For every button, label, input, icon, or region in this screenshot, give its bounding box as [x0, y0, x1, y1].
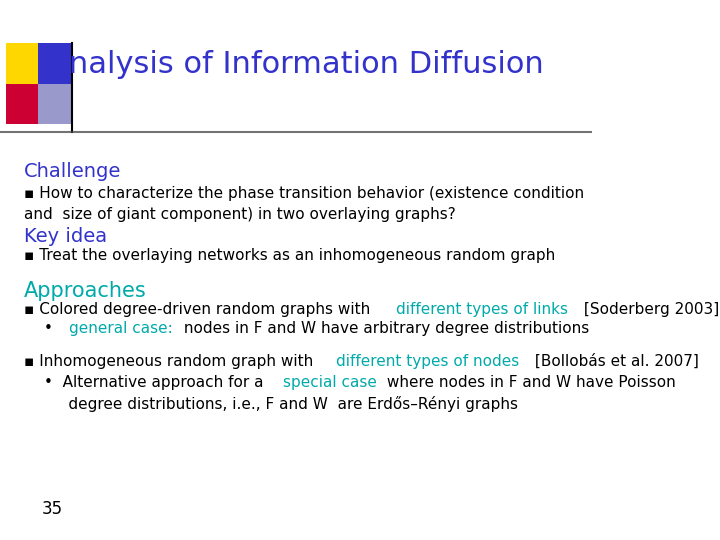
Text: ▪ Inhomogeneous random graph with: ▪ Inhomogeneous random graph with	[24, 354, 318, 369]
Text: ▪ Colored degree-driven random graphs with: ▪ Colored degree-driven random graphs wi…	[24, 302, 375, 318]
Text: general case:: general case:	[69, 321, 173, 336]
Text: where nodes in F and W have Poisson: where nodes in F and W have Poisson	[382, 375, 676, 390]
Text: Challenge: Challenge	[24, 162, 121, 181]
Text: [Soderberg 2003]: [Soderberg 2003]	[579, 302, 719, 318]
Text: nodes in F and W have arbitrary degree distributions: nodes in F and W have arbitrary degree d…	[179, 321, 590, 336]
Text: Key idea: Key idea	[24, 227, 107, 246]
Text: 35: 35	[42, 501, 63, 518]
Text: •: •	[45, 321, 68, 336]
Bar	[38, 43, 71, 84]
Text: Analysis of Information Diffusion: Analysis of Information Diffusion	[48, 50, 544, 79]
Text: •  Alternative approach for a: • Alternative approach for a	[45, 375, 269, 390]
Text: ▪ How to characterize the phase transition behavior (existence condition: ▪ How to characterize the phase transiti…	[24, 186, 584, 201]
Text: ▪ Treat the overlaying networks as an inhomogeneous random graph: ▪ Treat the overlaying networks as an in…	[24, 248, 555, 264]
Bar	[6, 84, 38, 124]
Bar	[38, 84, 71, 124]
Text: different types of links: different types of links	[397, 302, 568, 318]
Bar	[6, 43, 38, 84]
Text: degree distributions, i.e., F and W  are Erdős–Rényi graphs: degree distributions, i.e., F and W are …	[45, 396, 518, 412]
Text: different types of nodes: different types of nodes	[336, 354, 519, 369]
Text: [Bollobás et al. 2007]: [Bollobás et al. 2007]	[531, 354, 699, 369]
Text: and  size of giant component) in two overlaying graphs?: and size of giant component) in two over…	[24, 207, 456, 222]
Text: special case: special case	[282, 375, 377, 390]
Text: Approaches: Approaches	[24, 281, 146, 301]
